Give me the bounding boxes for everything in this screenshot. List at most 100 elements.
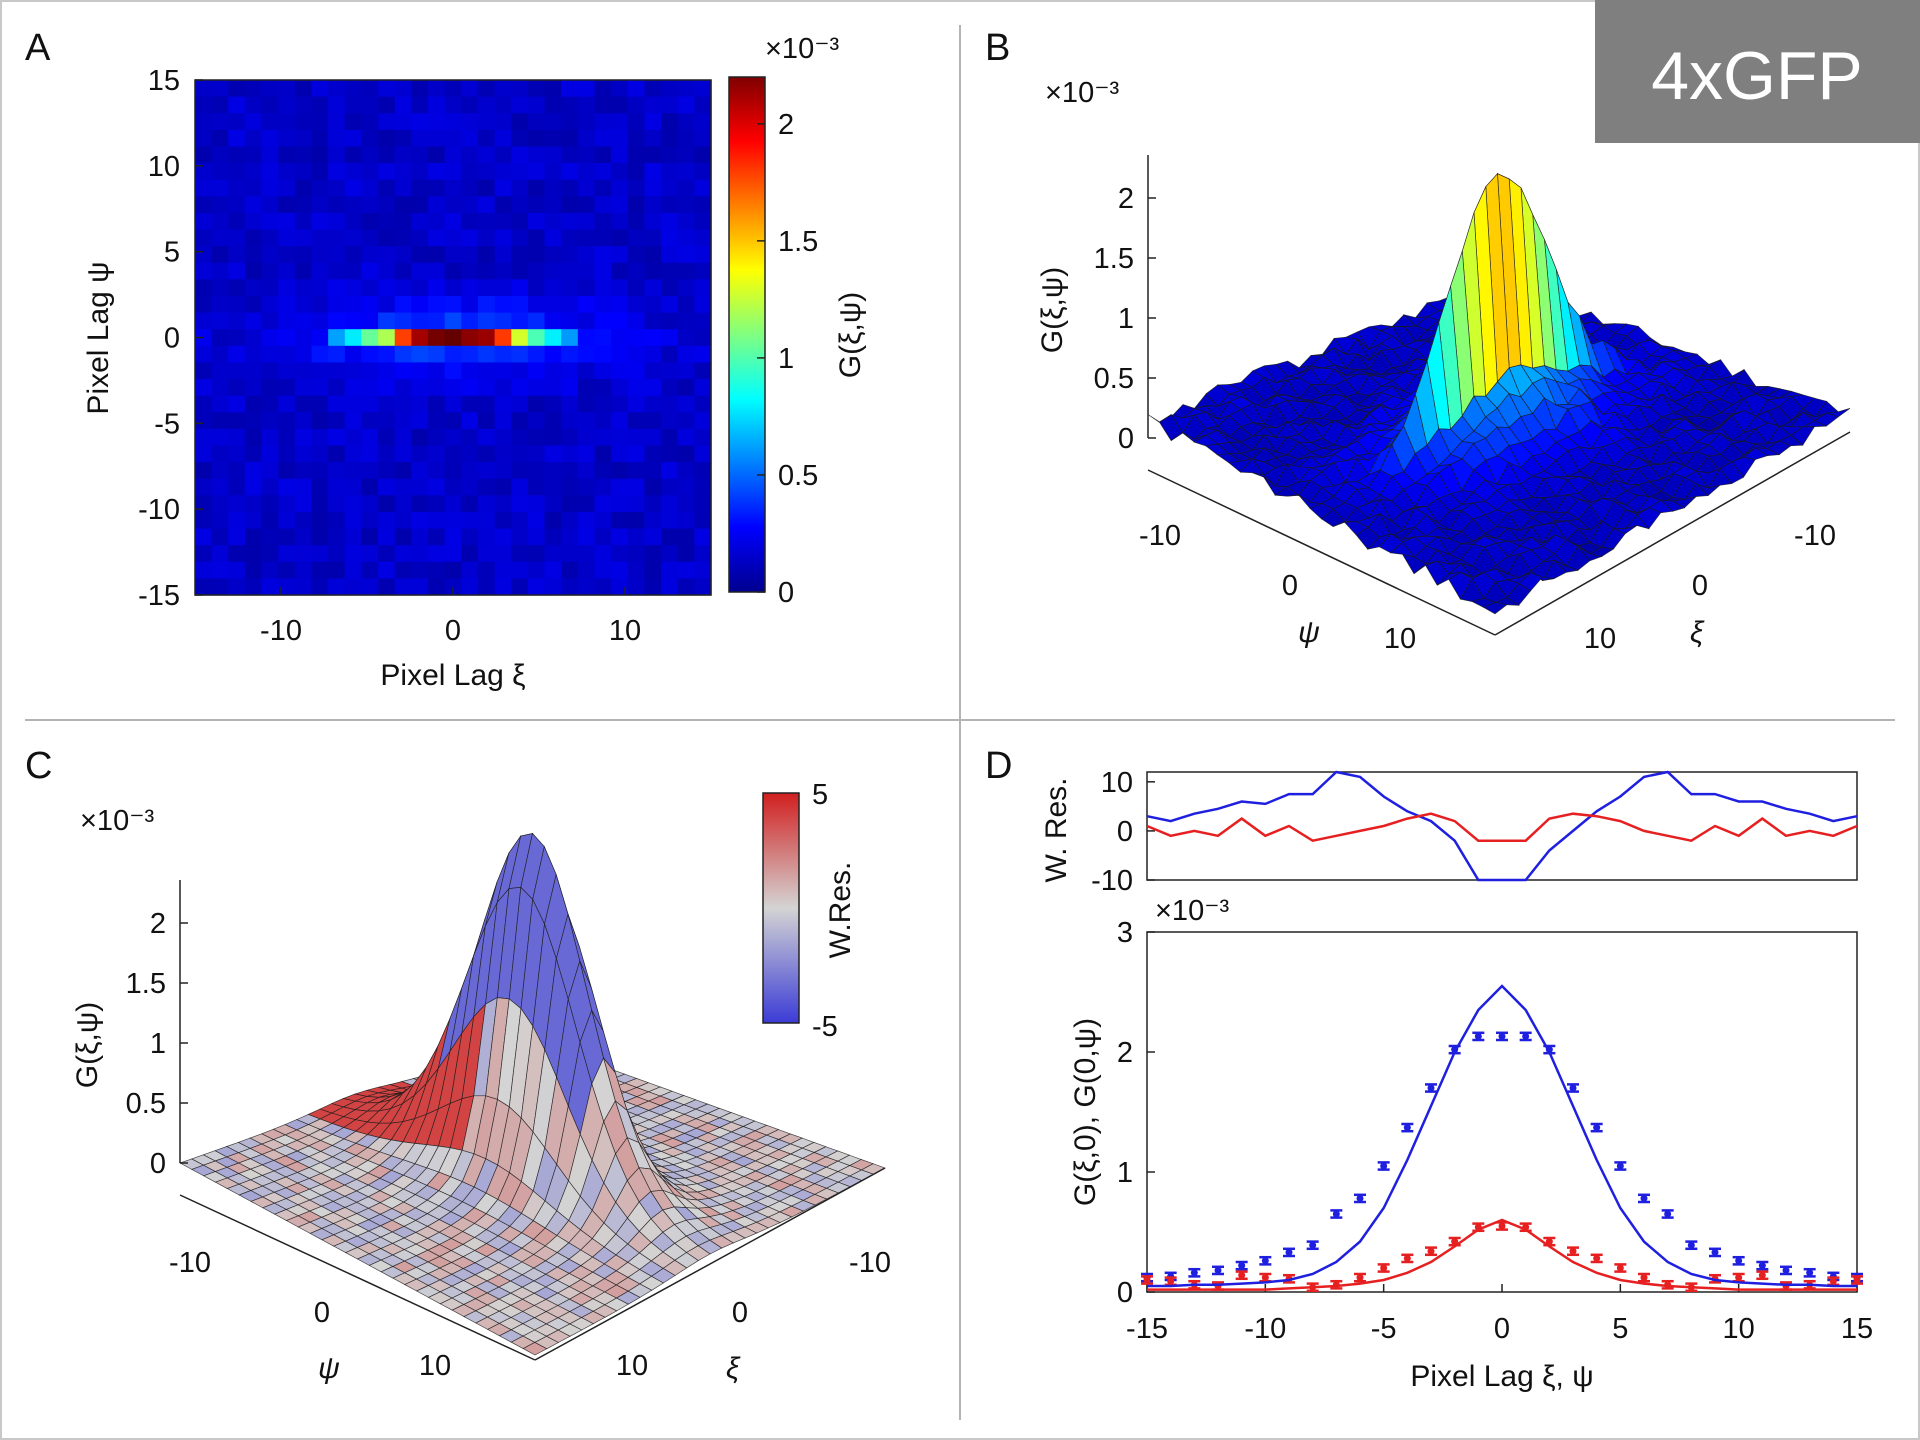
data-point-blue	[1425, 1083, 1437, 1093]
heatmap-cell	[394, 395, 412, 413]
panel-letter-d: D	[985, 745, 1012, 787]
heatmap-cell	[577, 229, 596, 247]
heatmap-cell	[477, 262, 496, 280]
heatmap-cell	[228, 379, 246, 397]
heatmap-cell	[627, 212, 646, 231]
heatmap-cell	[428, 362, 446, 380]
heatmap-cell	[328, 428, 346, 447]
heatmap-cell	[195, 129, 213, 148]
heatmap-cell	[544, 462, 562, 480]
heatmap-cell	[477, 196, 496, 214]
heatmap-cell	[527, 561, 546, 579]
heatmap-cell	[494, 196, 512, 214]
heatmap-cell	[694, 113, 712, 131]
heatmap-cell	[244, 212, 263, 231]
heatmap-cell	[661, 212, 679, 231]
heatmap-cell	[394, 246, 412, 264]
heatmap-cell	[494, 96, 512, 114]
heatmap-cell	[594, 428, 612, 447]
heatmap-cell	[394, 113, 412, 131]
heatmap-cell	[394, 561, 412, 579]
heatmap-cell	[211, 329, 229, 347]
heatmap-cell	[611, 129, 629, 148]
heatmap-cell	[195, 345, 213, 364]
heatmap-cell	[328, 511, 346, 530]
panel-d-res-ytick: 10	[1101, 767, 1133, 799]
panel-c-xi-label: ξ	[726, 1352, 741, 1385]
panel-b-zlabel: G(ξ,ψ)	[1036, 267, 1069, 353]
heatmap-cell	[544, 511, 562, 530]
heatmap-cell	[644, 279, 662, 297]
heatmap-cell	[511, 412, 529, 430]
heatmap-cell	[544, 246, 562, 264]
heatmap-cell	[694, 345, 712, 364]
heatmap-cell	[527, 395, 546, 413]
heatmap-cell	[261, 379, 279, 397]
heatmap-cell	[511, 229, 529, 247]
data-point-red	[1448, 1236, 1461, 1247]
heatmap-cell	[261, 362, 279, 380]
heatmap-cell	[344, 163, 363, 181]
heatmap-cell	[677, 246, 695, 264]
heatmap-cell	[261, 262, 279, 280]
heatmap-cell	[461, 379, 479, 397]
heatmap-cell	[195, 96, 213, 114]
heatmap-cell	[228, 212, 246, 231]
heatmap-cell	[694, 295, 712, 314]
heatmap-cell	[511, 329, 529, 347]
heatmap-cell	[428, 196, 446, 214]
heatmap-cell	[594, 395, 612, 413]
heatmap-cell	[244, 96, 263, 114]
heatmap-cell	[228, 113, 246, 131]
heatmap-cell	[361, 395, 379, 413]
heatmap-cell	[344, 561, 363, 579]
heatmap-cell	[228, 345, 246, 364]
heatmap-cell	[661, 262, 679, 280]
heatmap-cell	[627, 428, 646, 447]
heatmap-cell	[511, 362, 529, 380]
heatmap-cell	[428, 511, 446, 530]
heatmap-cell	[394, 129, 412, 148]
heatmap-cell	[477, 179, 496, 197]
heatmap-cell	[244, 163, 263, 181]
heatmap-cell	[244, 561, 263, 579]
panel-c-exponent: ×10⁻³	[80, 805, 154, 837]
heatmap-cell	[228, 428, 246, 447]
heatmap-cell	[411, 329, 429, 347]
heatmap-cell	[444, 528, 462, 546]
heatmap-cell	[511, 561, 529, 579]
heatmap-cell	[211, 96, 229, 114]
data-point-red	[1141, 1275, 1153, 1285]
heatmap-cell	[361, 80, 379, 98]
heatmap-cell	[311, 96, 329, 114]
heatmap-cell	[361, 462, 379, 480]
heatmap-cell	[627, 362, 646, 380]
heatmap-cell	[461, 262, 479, 280]
heatmap-cell	[594, 545, 612, 563]
heatmap-cell	[644, 246, 662, 264]
heatmap-cell	[544, 428, 562, 447]
data-point-red	[1756, 1270, 1769, 1281]
heatmap-cell	[344, 312, 363, 330]
heatmap-cell	[544, 345, 562, 364]
heatmap-cell	[477, 129, 496, 148]
heatmap-cell	[328, 412, 346, 430]
heatmap-cell	[261, 445, 279, 463]
heatmap-cell	[511, 113, 529, 131]
heatmap-cell	[477, 345, 496, 364]
heatmap-cell	[278, 129, 296, 148]
heatmap-cell	[661, 345, 679, 364]
heatmap-cell	[278, 528, 296, 546]
heatmap-cell	[677, 528, 695, 546]
heatmap-cell	[527, 478, 546, 496]
heatmap-cell	[494, 295, 512, 314]
heatmap-cell	[261, 312, 279, 330]
heatmap-cell	[294, 80, 313, 98]
heatmap-cell	[677, 129, 695, 148]
heatmap-cell	[511, 462, 529, 480]
panel-a-cbar-tick: 0.5	[778, 460, 818, 492]
heatmap-cell	[477, 561, 496, 579]
data-point-red	[1851, 1275, 1863, 1285]
panel_b-xi-tick: 10	[1584, 623, 1616, 655]
heatmap-cell	[444, 113, 462, 131]
